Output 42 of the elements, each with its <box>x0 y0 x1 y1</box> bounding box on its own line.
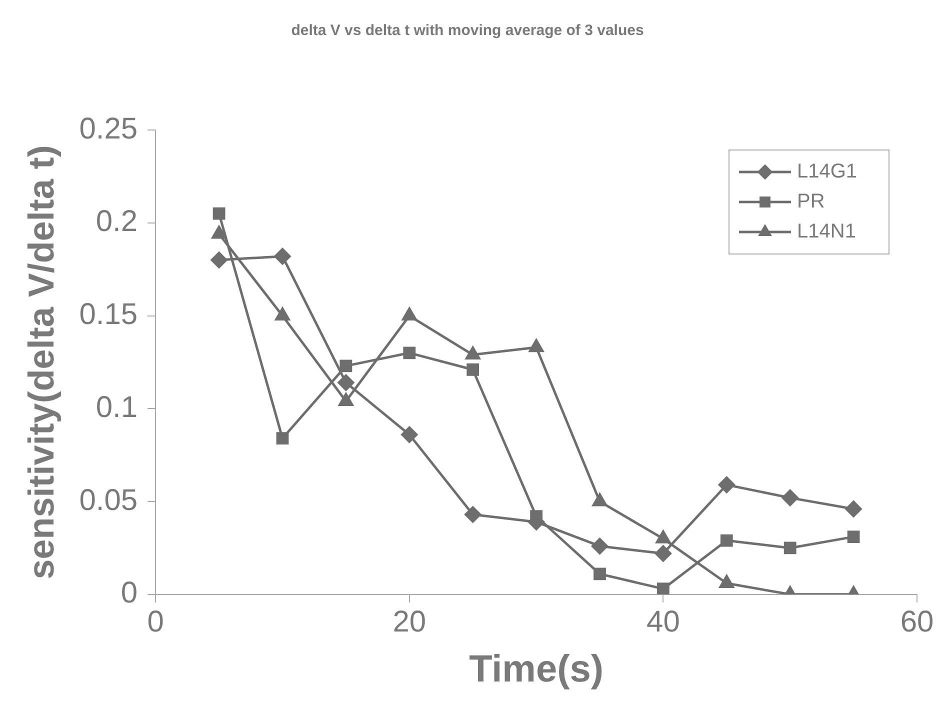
x-tick-label: 40 <box>646 606 680 639</box>
point <box>210 252 228 268</box>
point <box>402 308 417 321</box>
x-tick-label: 20 <box>392 606 426 639</box>
point <box>212 207 226 220</box>
legend-label: L14N1 <box>797 220 856 243</box>
point <box>403 346 416 360</box>
point <box>594 568 606 580</box>
legend-label: PR <box>797 190 825 213</box>
y-tick-label: 0.1 <box>96 390 138 424</box>
y-tick-label: 0 <box>120 576 138 610</box>
point <box>847 530 860 544</box>
point <box>338 374 354 391</box>
legend-label: L14G1 <box>797 160 858 183</box>
point <box>464 506 482 523</box>
y-tick-label: 0.2 <box>96 205 138 238</box>
y-tick-label: 0.25 <box>79 112 138 146</box>
point <box>275 308 290 321</box>
point <box>401 426 418 443</box>
point <box>276 432 289 445</box>
y-tick-label: 0.05 <box>79 484 138 517</box>
point <box>340 360 352 372</box>
point <box>845 500 862 518</box>
point <box>466 346 480 360</box>
x-axis-title: Time(s) <box>469 648 604 691</box>
point <box>466 363 480 376</box>
point <box>719 575 734 588</box>
point <box>782 490 798 506</box>
point <box>654 545 672 562</box>
point <box>656 582 670 594</box>
point <box>718 476 735 494</box>
y-axis-title: sensitivity(delta V/delta t) <box>20 145 62 580</box>
chart-title: delta V vs delta t with moving average of 3 values <box>291 22 644 40</box>
point <box>784 542 796 554</box>
x-tick-label: 60 <box>900 606 934 639</box>
point <box>528 339 544 352</box>
point <box>720 534 733 547</box>
point <box>212 226 226 239</box>
point <box>591 538 608 554</box>
point <box>274 248 291 265</box>
y-tick-label: 0.15 <box>79 298 138 332</box>
x-tick-label: 0 <box>147 606 164 639</box>
